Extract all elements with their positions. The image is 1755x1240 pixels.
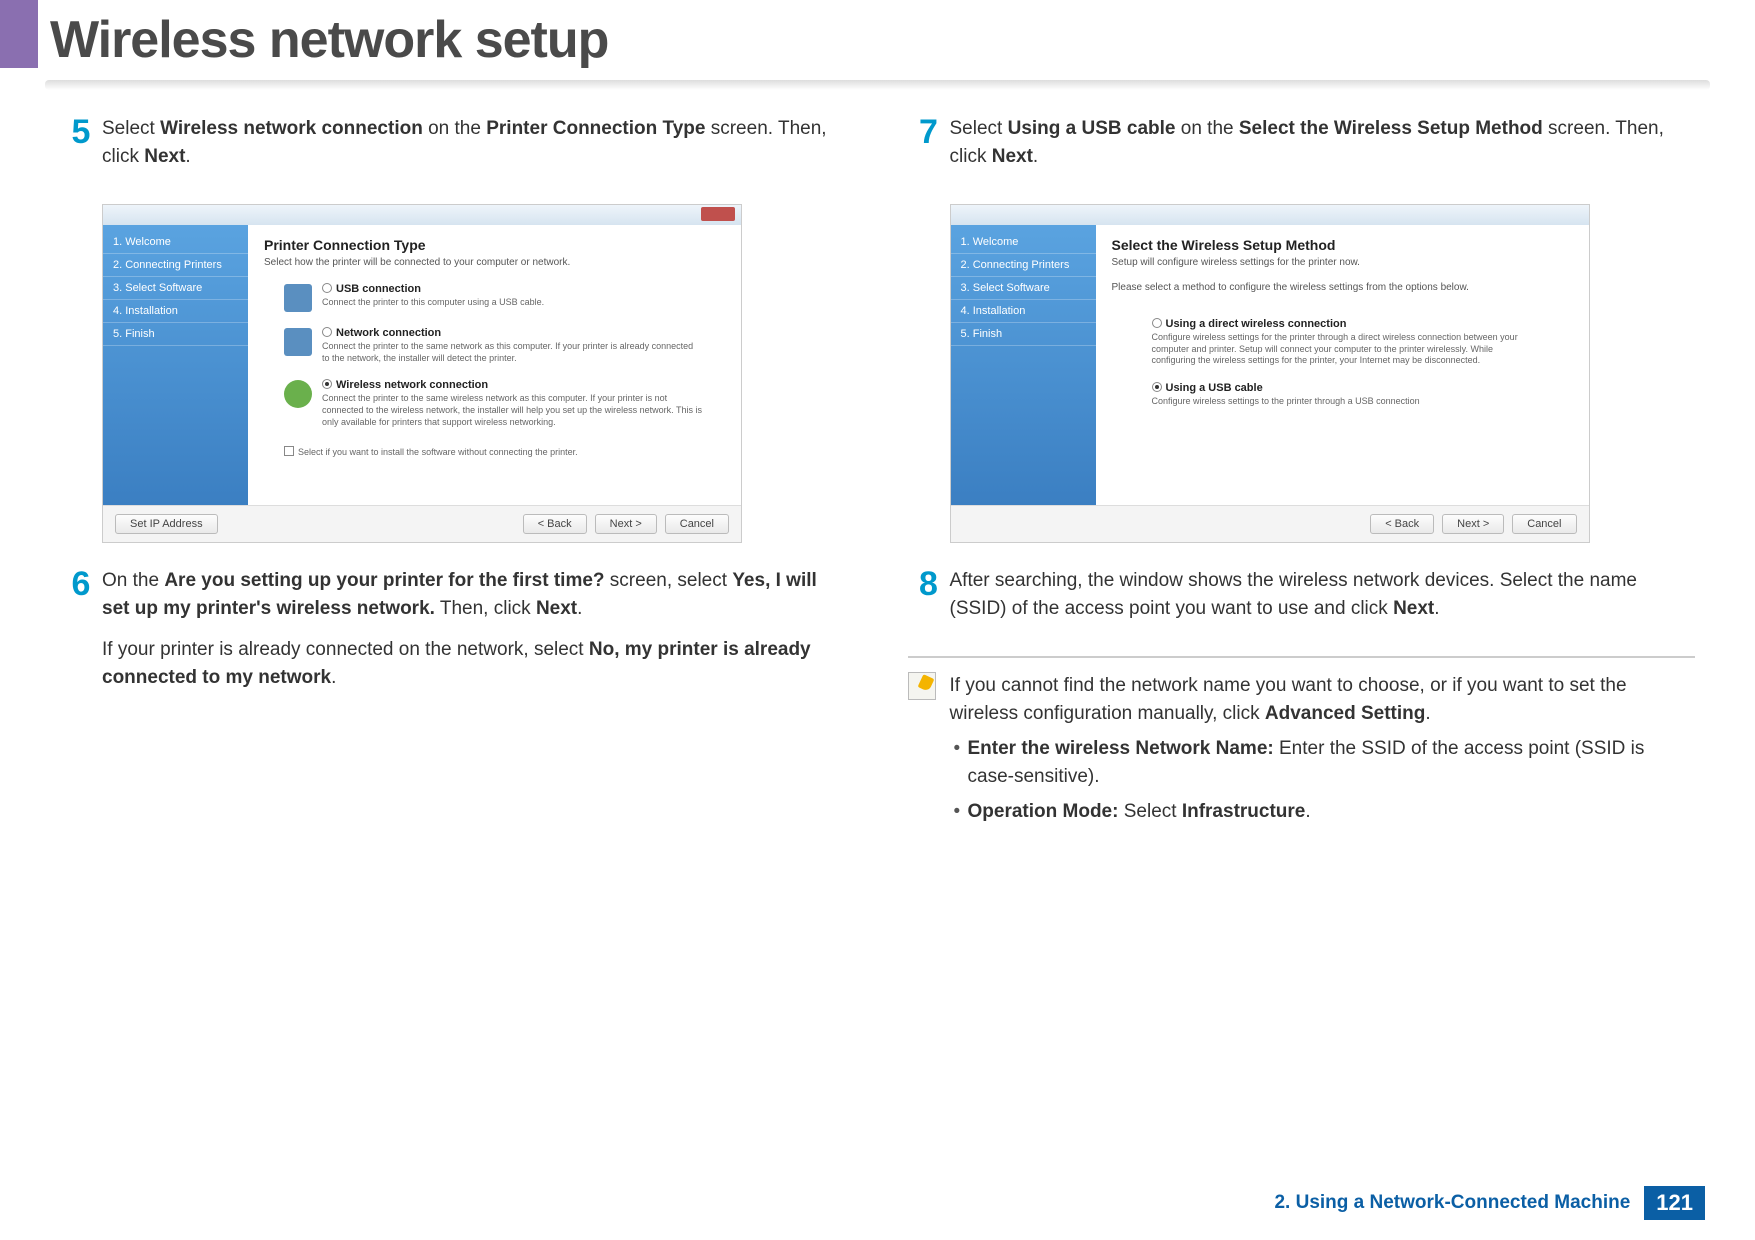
note-body: If you cannot find the network name you … (950, 672, 1696, 826)
page-title: Wireless network setup (50, 10, 1755, 70)
screenshot-wireless-method: 1. Welcome 2. Connecting Printers 3. Sel… (950, 204, 1590, 543)
sidebar-step: 2. Connecting Printers (103, 254, 248, 277)
step-text: Select Using a USB cable on the Select t… (950, 115, 1696, 184)
back-button[interactable]: < Back (523, 514, 587, 534)
note-item: Operation Mode: Select Infrastructure. (968, 798, 1696, 826)
panel-subtext: Select how the printer will be connected… (264, 257, 725, 268)
chapter-label: 2. Using a Network-Connected Machine (1274, 1192, 1630, 1214)
panel-subtext: Please select a method to configure the … (1112, 282, 1573, 293)
wizard-main: Select the Wireless Setup Method Setup w… (1096, 225, 1589, 505)
sidebar-step: 1. Welcome (951, 231, 1096, 254)
next-button[interactable]: Next > (1442, 514, 1504, 534)
option-usb-cable[interactable]: Using a USB cable Configure wireless set… (1132, 381, 1573, 408)
install-without-connect[interactable]: Select if you want to install the softwa… (284, 445, 725, 457)
left-column: 5 Select Wireless network connection on … (60, 115, 848, 826)
wizard-sidebar: 1. Welcome 2. Connecting Printers 3. Sel… (103, 225, 248, 505)
sidebar-step: 5. Finish (103, 323, 248, 346)
step-5: 5 Select Wireless network connection on … (60, 115, 848, 184)
note-item: Enter the wireless Network Name: Enter t… (968, 735, 1696, 790)
sidebar-step: 5. Finish (951, 323, 1096, 346)
panel-subtext: Setup will configure wireless settings f… (1112, 257, 1573, 268)
sidebar-step: 4. Installation (103, 300, 248, 323)
step-number: 7 (908, 115, 950, 184)
wizard-sidebar: 1. Welcome 2. Connecting Printers 3. Sel… (951, 225, 1096, 505)
wizard-footer: Set IP Address < Back Next > Cancel (103, 505, 741, 542)
sidebar-step: 1. Welcome (103, 231, 248, 254)
radio-icon[interactable] (1152, 318, 1162, 328)
sidebar-step: 3. Select Software (951, 277, 1096, 300)
window-titlebar (951, 205, 1589, 225)
panel-heading: Printer Connection Type (264, 237, 725, 253)
close-icon[interactable] (701, 207, 735, 221)
content-columns: 5 Select Wireless network connection on … (0, 115, 1755, 826)
window-titlebar (103, 205, 741, 225)
wizard-main: Printer Connection Type Select how the p… (248, 225, 741, 505)
wizard-footer: < Back Next > Cancel (951, 505, 1589, 542)
back-button[interactable]: < Back (1370, 514, 1434, 534)
divider-shadow (45, 80, 1710, 90)
option-wireless[interactable]: Wireless network connection Connect the … (284, 378, 725, 428)
radio-icon[interactable] (322, 379, 332, 389)
cancel-button[interactable]: Cancel (665, 514, 729, 534)
step-6: 6 On the Are you setting up your printer… (60, 567, 848, 705)
sidebar-step: 2. Connecting Printers (951, 254, 1096, 277)
step-8: 8 After searching, the window shows the … (908, 567, 1696, 636)
step-number: 6 (60, 567, 102, 705)
step-number: 5 (60, 115, 102, 184)
right-column: 7 Select Using a USB cable on the Select… (908, 115, 1696, 826)
note-icon (908, 672, 936, 700)
cancel-button[interactable]: Cancel (1512, 514, 1576, 534)
option-direct-wireless[interactable]: Using a direct wireless connection Confi… (1132, 317, 1573, 367)
step-number: 8 (908, 567, 950, 636)
set-ip-button[interactable]: Set IP Address (115, 514, 218, 534)
checkbox-icon[interactable] (284, 446, 294, 456)
panel-heading: Select the Wireless Setup Method (1112, 237, 1573, 253)
page-header: Wireless network setup (0, 0, 1755, 70)
sidebar-step: 4. Installation (951, 300, 1096, 323)
radio-icon[interactable] (322, 327, 332, 337)
step-7: 7 Select Using a USB cable on the Select… (908, 115, 1696, 184)
page-number: 121 (1644, 1186, 1705, 1220)
note-box: If you cannot find the network name you … (908, 656, 1696, 826)
usb-icon (284, 284, 312, 312)
screenshot-connection-type: 1. Welcome 2. Connecting Printers 3. Sel… (102, 204, 742, 543)
step-text: After searching, the window shows the wi… (950, 567, 1696, 636)
header-accent (0, 0, 38, 68)
option-network[interactable]: Network connection Connect the printer t… (284, 326, 725, 364)
step-text: Select Wireless network connection on th… (102, 115, 848, 184)
sidebar-step: 3. Select Software (103, 277, 248, 300)
option-usb[interactable]: USB connection Connect the printer to th… (284, 282, 725, 312)
next-button[interactable]: Next > (595, 514, 657, 534)
network-icon (284, 328, 312, 356)
page-footer: 2. Using a Network-Connected Machine 121 (1274, 1186, 1705, 1220)
step-text: On the Are you setting up your printer f… (102, 567, 848, 705)
radio-icon[interactable] (322, 283, 332, 293)
wifi-icon (284, 380, 312, 408)
radio-icon[interactable] (1152, 382, 1162, 392)
